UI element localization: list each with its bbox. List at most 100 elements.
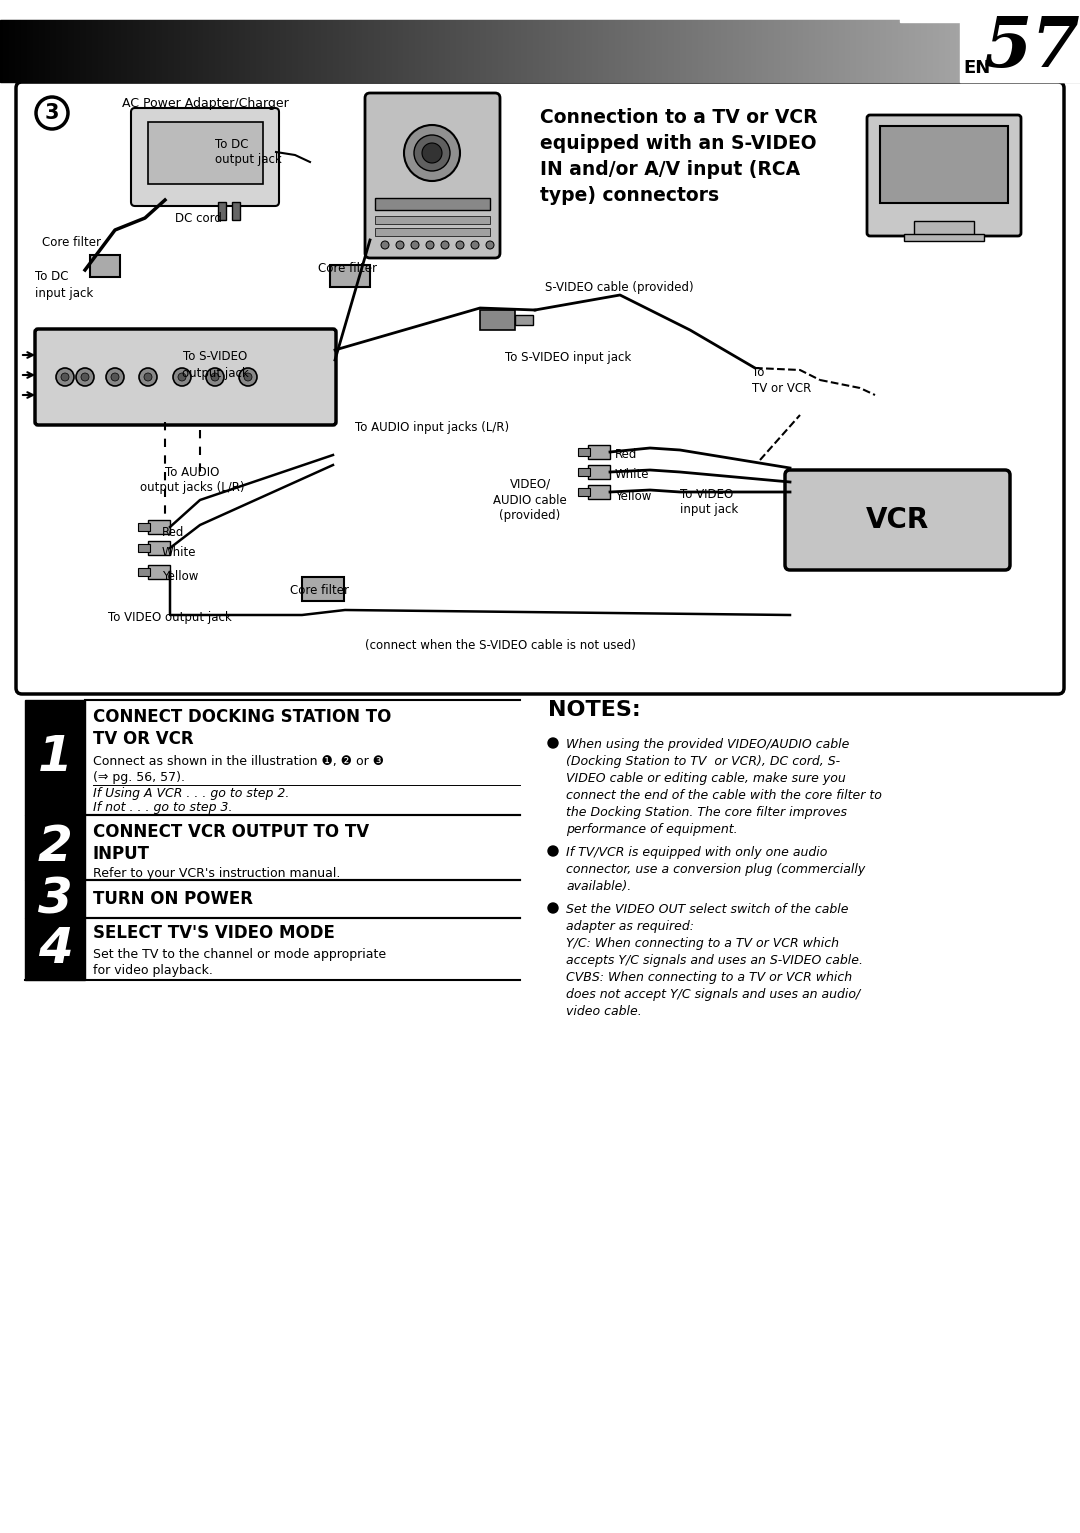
Circle shape xyxy=(178,373,186,382)
Circle shape xyxy=(381,241,389,248)
Circle shape xyxy=(56,368,75,386)
Bar xyxy=(302,576,345,601)
Text: Core filter: Core filter xyxy=(291,584,350,596)
Circle shape xyxy=(206,368,224,386)
Bar xyxy=(375,216,490,224)
Bar xyxy=(138,544,150,552)
Bar xyxy=(578,448,590,455)
Text: VIDEO cable or editing cable, make sure you: VIDEO cable or editing cable, make sure … xyxy=(566,773,846,785)
Bar xyxy=(25,816,85,880)
Bar xyxy=(880,126,1008,202)
Circle shape xyxy=(81,373,89,382)
Text: adapter as required:: adapter as required: xyxy=(566,920,694,934)
Bar xyxy=(25,918,85,980)
Bar xyxy=(904,235,984,241)
Circle shape xyxy=(106,368,124,386)
Circle shape xyxy=(422,143,442,162)
Circle shape xyxy=(211,373,219,382)
Circle shape xyxy=(76,368,94,386)
Text: Connect as shown in the illustration ❶, ❷ or ❸: Connect as shown in the illustration ❶, … xyxy=(93,754,384,768)
Text: To S-VIDEO
output jack: To S-VIDEO output jack xyxy=(181,351,248,380)
Bar xyxy=(138,523,150,530)
Text: Connection to a TV or VCR: Connection to a TV or VCR xyxy=(540,107,818,127)
Circle shape xyxy=(404,126,460,181)
Text: Core filter: Core filter xyxy=(319,262,378,274)
Text: 2: 2 xyxy=(38,823,72,871)
Text: Yellow: Yellow xyxy=(162,569,199,583)
Circle shape xyxy=(60,373,69,382)
Text: connector, use a conversion plug (commercially: connector, use a conversion plug (commer… xyxy=(566,863,865,875)
Text: AC Power Adapter/Charger: AC Power Adapter/Charger xyxy=(122,97,288,109)
Text: connect the end of the cable with the core filter to: connect the end of the cable with the co… xyxy=(566,789,882,802)
Bar xyxy=(578,468,590,477)
Text: available).: available). xyxy=(566,880,631,894)
Text: CONNECT DOCKING STATION TO
TV OR VCR: CONNECT DOCKING STATION TO TV OR VCR xyxy=(93,708,391,748)
Circle shape xyxy=(456,241,464,248)
FancyBboxPatch shape xyxy=(131,107,279,205)
Text: VIDEO/
AUDIO cable
(provided): VIDEO/ AUDIO cable (provided) xyxy=(494,477,567,523)
Text: To VIDEO
input jack: To VIDEO input jack xyxy=(680,487,739,517)
Text: equipped with an S-VIDEO: equipped with an S-VIDEO xyxy=(540,133,816,153)
Circle shape xyxy=(173,368,191,386)
Bar xyxy=(960,0,1080,81)
Text: 3: 3 xyxy=(44,103,59,123)
Text: Refer to your VCR's instruction manual.: Refer to your VCR's instruction manual. xyxy=(93,868,340,880)
Text: 57: 57 xyxy=(984,14,1080,81)
Bar xyxy=(578,487,590,497)
Bar xyxy=(218,202,226,221)
Text: White: White xyxy=(615,469,649,481)
Text: NOTES:: NOTES: xyxy=(548,701,640,721)
Text: EN: EN xyxy=(963,58,990,77)
Circle shape xyxy=(486,241,494,248)
Text: the Docking Station. The core filter improves: the Docking Station. The core filter imp… xyxy=(566,806,847,819)
FancyBboxPatch shape xyxy=(16,81,1064,694)
Circle shape xyxy=(239,368,257,386)
FancyBboxPatch shape xyxy=(867,115,1021,236)
Text: does not accept Y/C signals and uses an audio/: does not accept Y/C signals and uses an … xyxy=(566,987,861,1001)
Text: VCR: VCR xyxy=(865,506,929,533)
Circle shape xyxy=(548,737,558,748)
Text: CVBS: When connecting to a TV or VCR which: CVBS: When connecting to a TV or VCR whi… xyxy=(566,970,852,984)
Circle shape xyxy=(144,373,152,382)
Circle shape xyxy=(139,368,157,386)
Bar xyxy=(148,566,170,579)
Text: Y/C: When connecting to a TV or VCR which: Y/C: When connecting to a TV or VCR whic… xyxy=(566,937,839,950)
Text: If Using A VCR . . . go to step 2.: If Using A VCR . . . go to step 2. xyxy=(93,786,289,800)
Bar xyxy=(515,314,534,325)
FancyBboxPatch shape xyxy=(785,471,1010,570)
Text: To DC
output jack: To DC output jack xyxy=(215,138,282,167)
Text: performance of equipment.: performance of equipment. xyxy=(566,823,738,835)
Bar xyxy=(588,445,610,458)
Bar xyxy=(375,198,490,210)
Text: accepts Y/C signals and uses an S-VIDEO cable.: accepts Y/C signals and uses an S-VIDEO … xyxy=(566,954,863,967)
Text: (⇒ pg. 56, 57).: (⇒ pg. 56, 57). xyxy=(93,771,185,783)
Circle shape xyxy=(548,846,558,855)
Bar xyxy=(25,880,85,918)
Text: CONNECT VCR OUTPUT TO TV
INPUT: CONNECT VCR OUTPUT TO TV INPUT xyxy=(93,823,369,863)
Bar xyxy=(588,464,610,478)
Bar xyxy=(375,228,490,236)
Circle shape xyxy=(414,135,450,172)
Text: Red: Red xyxy=(615,449,637,461)
Text: To AUDIO input jacks (L/R): To AUDIO input jacks (L/R) xyxy=(355,422,509,434)
Text: White: White xyxy=(162,546,197,560)
Text: To S-VIDEO input jack: To S-VIDEO input jack xyxy=(505,351,631,365)
Text: If TV/VCR is equipped with only one audio: If TV/VCR is equipped with only one audi… xyxy=(566,846,827,858)
Text: video cable.: video cable. xyxy=(566,1006,642,1018)
Bar xyxy=(588,484,610,500)
Bar xyxy=(914,221,974,235)
Circle shape xyxy=(548,903,558,914)
Bar xyxy=(330,265,370,287)
Text: Red: Red xyxy=(162,526,185,538)
Circle shape xyxy=(36,97,68,129)
FancyBboxPatch shape xyxy=(35,330,336,425)
Bar xyxy=(148,123,264,184)
Text: IN and/or A/V input (RCA: IN and/or A/V input (RCA xyxy=(540,159,800,179)
Circle shape xyxy=(441,241,449,248)
Bar xyxy=(148,520,170,533)
FancyBboxPatch shape xyxy=(365,94,500,258)
Bar xyxy=(148,541,170,555)
Text: Core filter: Core filter xyxy=(42,236,102,250)
Circle shape xyxy=(426,241,434,248)
Text: SELECT TV'S VIDEO MODE: SELECT TV'S VIDEO MODE xyxy=(93,924,335,941)
